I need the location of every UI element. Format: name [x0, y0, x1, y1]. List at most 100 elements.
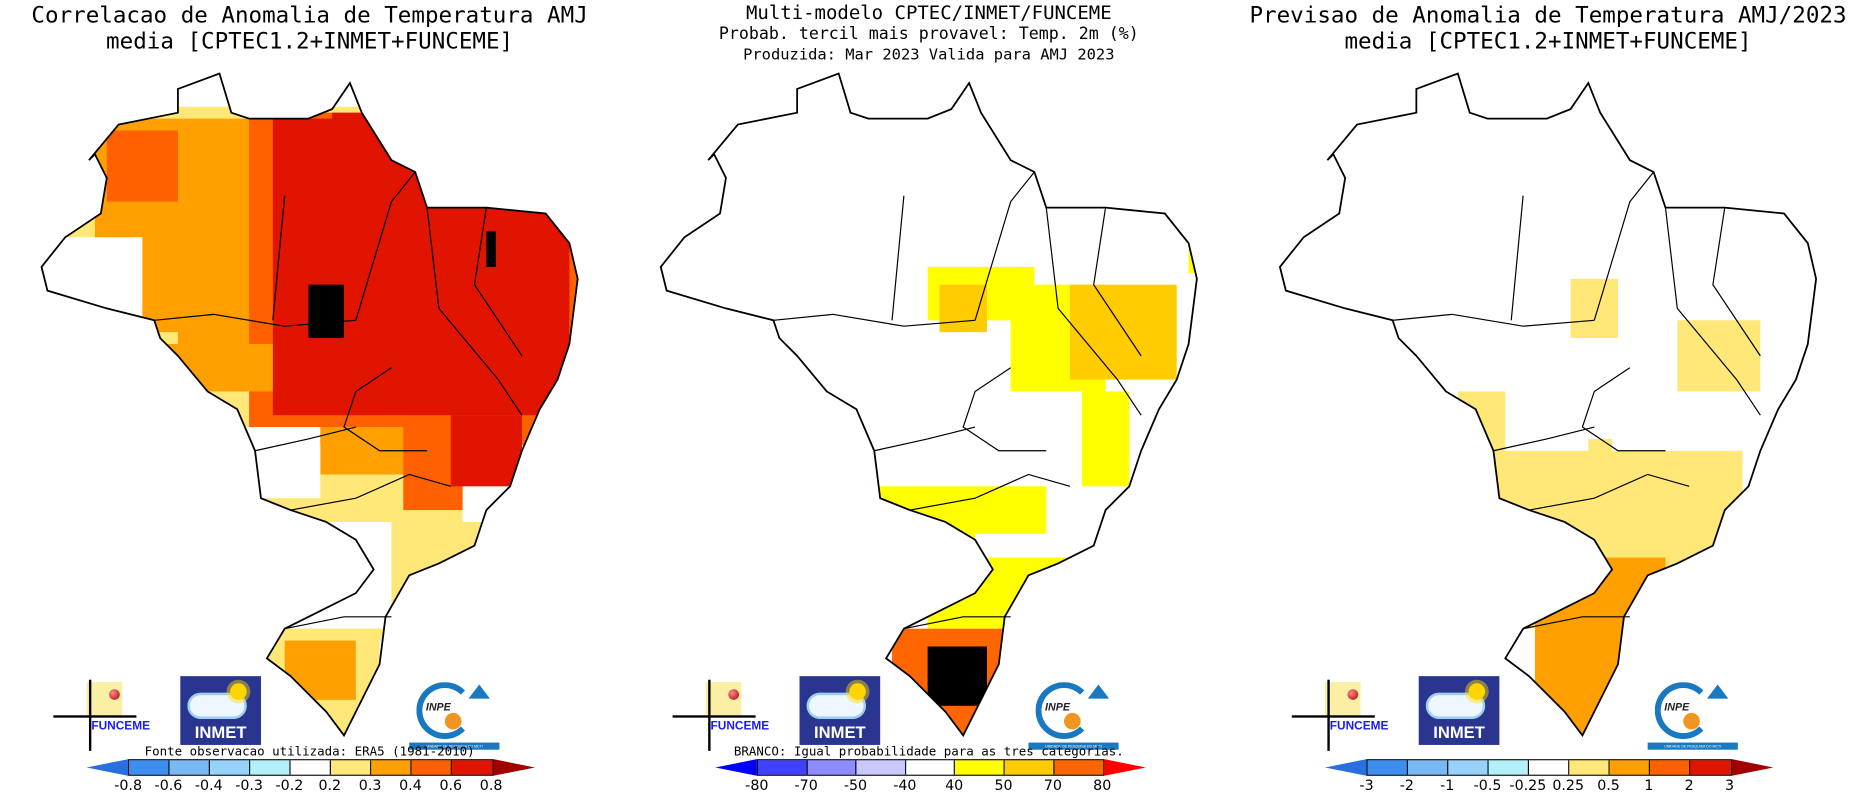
- colorbar-under-arrow: [715, 759, 757, 776]
- inpe-logo: INPE UNIDADE DE PESQUISA DO MCTI: [1028, 680, 1119, 754]
- panel-title-line: media [CPTEC1.2+INMET+FUNCEME]: [106, 28, 514, 55]
- colorbar-bin: [1408, 760, 1449, 775]
- state-border: [154, 313, 356, 327]
- colorbar-under-arrow: [1325, 759, 1367, 776]
- colorbar-bin: [411, 760, 452, 775]
- shaded-cell-block: [486, 231, 496, 267]
- colorbar-bin: [1004, 760, 1055, 775]
- panel-title-line: media [CPTEC1.2+INMET+FUNCEME]: [1344, 28, 1752, 55]
- inpe-logo: INPE UNIDADE DE PESQUISA DO MCTI: [409, 680, 500, 754]
- state-border: [1528, 473, 1690, 511]
- colorbar-bin: [1054, 760, 1104, 775]
- colorbar: [128, 759, 494, 776]
- state-border: [962, 367, 1047, 452]
- colorbar-tick-label: 0.3: [358, 776, 382, 794]
- colorbar-tick-label: -0.4: [194, 776, 223, 794]
- anomaly-field: [1457, 278, 1761, 736]
- colorbar-tick-label: 2: [1684, 776, 1694, 794]
- colorbar-tick-label: -0.3: [235, 776, 263, 794]
- colorbar-bin: [1488, 760, 1530, 775]
- inpe-logo-subtext: UNIDADE DE PESQUISA DO MCTI: [1647, 742, 1738, 750]
- panel-title-line: Previsao de Anomalia de Temperatura AMJ/…: [1249, 2, 1847, 29]
- colorbar-tick-label: 1: [1644, 776, 1654, 794]
- country-border: [1278, 72, 1818, 738]
- state-border: [903, 616, 1011, 630]
- colorbar-tick-label: -0.6: [154, 776, 183, 794]
- colorbar-bin: [1367, 760, 1409, 775]
- colorbar-tick-label: 0.25: [1552, 776, 1585, 794]
- shaded-cell-block: [1570, 278, 1619, 339]
- colorbar-bin: [1529, 760, 1570, 775]
- shaded-cell-block: [332, 112, 368, 161]
- colorbar-tick-label: -0.2: [275, 776, 304, 794]
- colorbar-bin: [955, 760, 1005, 775]
- colorbar-bin: [371, 760, 412, 775]
- anomaly-field: [856, 249, 1197, 736]
- inmet-logo-text: INMET: [1433, 722, 1485, 742]
- colorbar-tick-label: 80: [1093, 776, 1112, 794]
- inpe-logo-text: INPE: [1664, 701, 1690, 713]
- shaded-cell-block: [856, 486, 976, 582]
- colorbar-bin: [1650, 760, 1691, 775]
- shaded-cell-block: [177, 130, 261, 345]
- shaded-cell-block: [284, 640, 356, 700]
- colorbar-under-arrow: [86, 759, 129, 776]
- colorbar-tick-label: -0.5: [1473, 776, 1502, 794]
- state-border: [773, 313, 976, 327]
- inpe-logo-subtext: UNIDADE DE PESQUISA DO MCTI: [1028, 742, 1119, 750]
- inmet-logo-text: INMET: [814, 722, 866, 742]
- state-border: [1093, 207, 1142, 357]
- state-border: [290, 473, 451, 511]
- shaded-cell-block: [1081, 391, 1130, 487]
- shaded-cell-block: [1677, 320, 1761, 392]
- colorbar-tick-label: 0.4: [399, 776, 422, 794]
- inmet-logo: INMET: [180, 676, 261, 745]
- colorbar-tick-label: -0.8: [114, 776, 143, 794]
- source-note: BRANCO: Igual probabilidade para as tres…: [733, 744, 1124, 760]
- state-border: [874, 426, 976, 452]
- colorbar-bin: [757, 760, 808, 775]
- panel-title-line: Produzida: Mar 2023 Valida para AMJ 2023: [743, 46, 1115, 65]
- inpe-logo-text: INPE: [1045, 701, 1070, 713]
- panel-title-line: Multi-modelo CPTEC/INMET/FUNCEME: [745, 1, 1112, 24]
- colorbar-tick-label: -2: [1399, 776, 1414, 794]
- colorbar-tick-label: -50: [843, 776, 868, 794]
- funceme-logo: FUNCEME: [672, 679, 769, 751]
- colorbar-over-arrow: [1731, 759, 1774, 776]
- shaded-cell-block: [975, 486, 1047, 534]
- colorbar-tick-label: 70: [1043, 776, 1062, 794]
- shaded-cell-block: [462, 486, 511, 522]
- state-border: [426, 207, 523, 416]
- funceme-logo-text: FUNCEME: [710, 720, 770, 734]
- inmet-logo: INMET: [799, 676, 881, 745]
- shaded-cell-block: [927, 646, 987, 706]
- colorbar-tick-label: -70: [794, 776, 818, 794]
- state-border: [473, 207, 523, 357]
- colorbar-over-arrow: [493, 759, 535, 776]
- colorbar-bin: [1609, 760, 1651, 775]
- colorbar-bin: [1690, 760, 1731, 775]
- colorbar-tick-label: -3: [1359, 776, 1374, 794]
- state-border: [1581, 367, 1666, 452]
- shaded-cell-block: [166, 344, 273, 392]
- state-border: [355, 171, 416, 321]
- brazil-map: [40, 72, 579, 738]
- state-border: [909, 473, 1071, 511]
- panel-title-line: Correlacao de Anomalia de Temperatura AM…: [31, 2, 588, 29]
- shaded-cell-block: [260, 521, 392, 629]
- colorbar-bin: [1448, 760, 1489, 775]
- state-border: [343, 367, 428, 452]
- shaded-cell-block: [939, 284, 987, 333]
- colorbar-tick-label: 50: [994, 776, 1013, 794]
- anomaly-field: [47, 106, 578, 736]
- state-border: [254, 426, 357, 452]
- inpe-logo: INPE UNIDADE DE PESQUISA DO MCTI: [1647, 680, 1738, 754]
- state-border: [1493, 426, 1595, 452]
- state-border: [1593, 171, 1655, 321]
- funceme-logo: FUNCEME: [53, 679, 150, 751]
- shaded-cell-block: [927, 557, 1094, 629]
- state-border: [891, 195, 905, 321]
- map-panel-3: Previsao de Anomalia de Temperatura AMJ/…: [1238, 0, 1857, 802]
- colorbar-tick-label: -1: [1440, 776, 1455, 794]
- colorbar-tick-label: -0.25: [1509, 776, 1547, 794]
